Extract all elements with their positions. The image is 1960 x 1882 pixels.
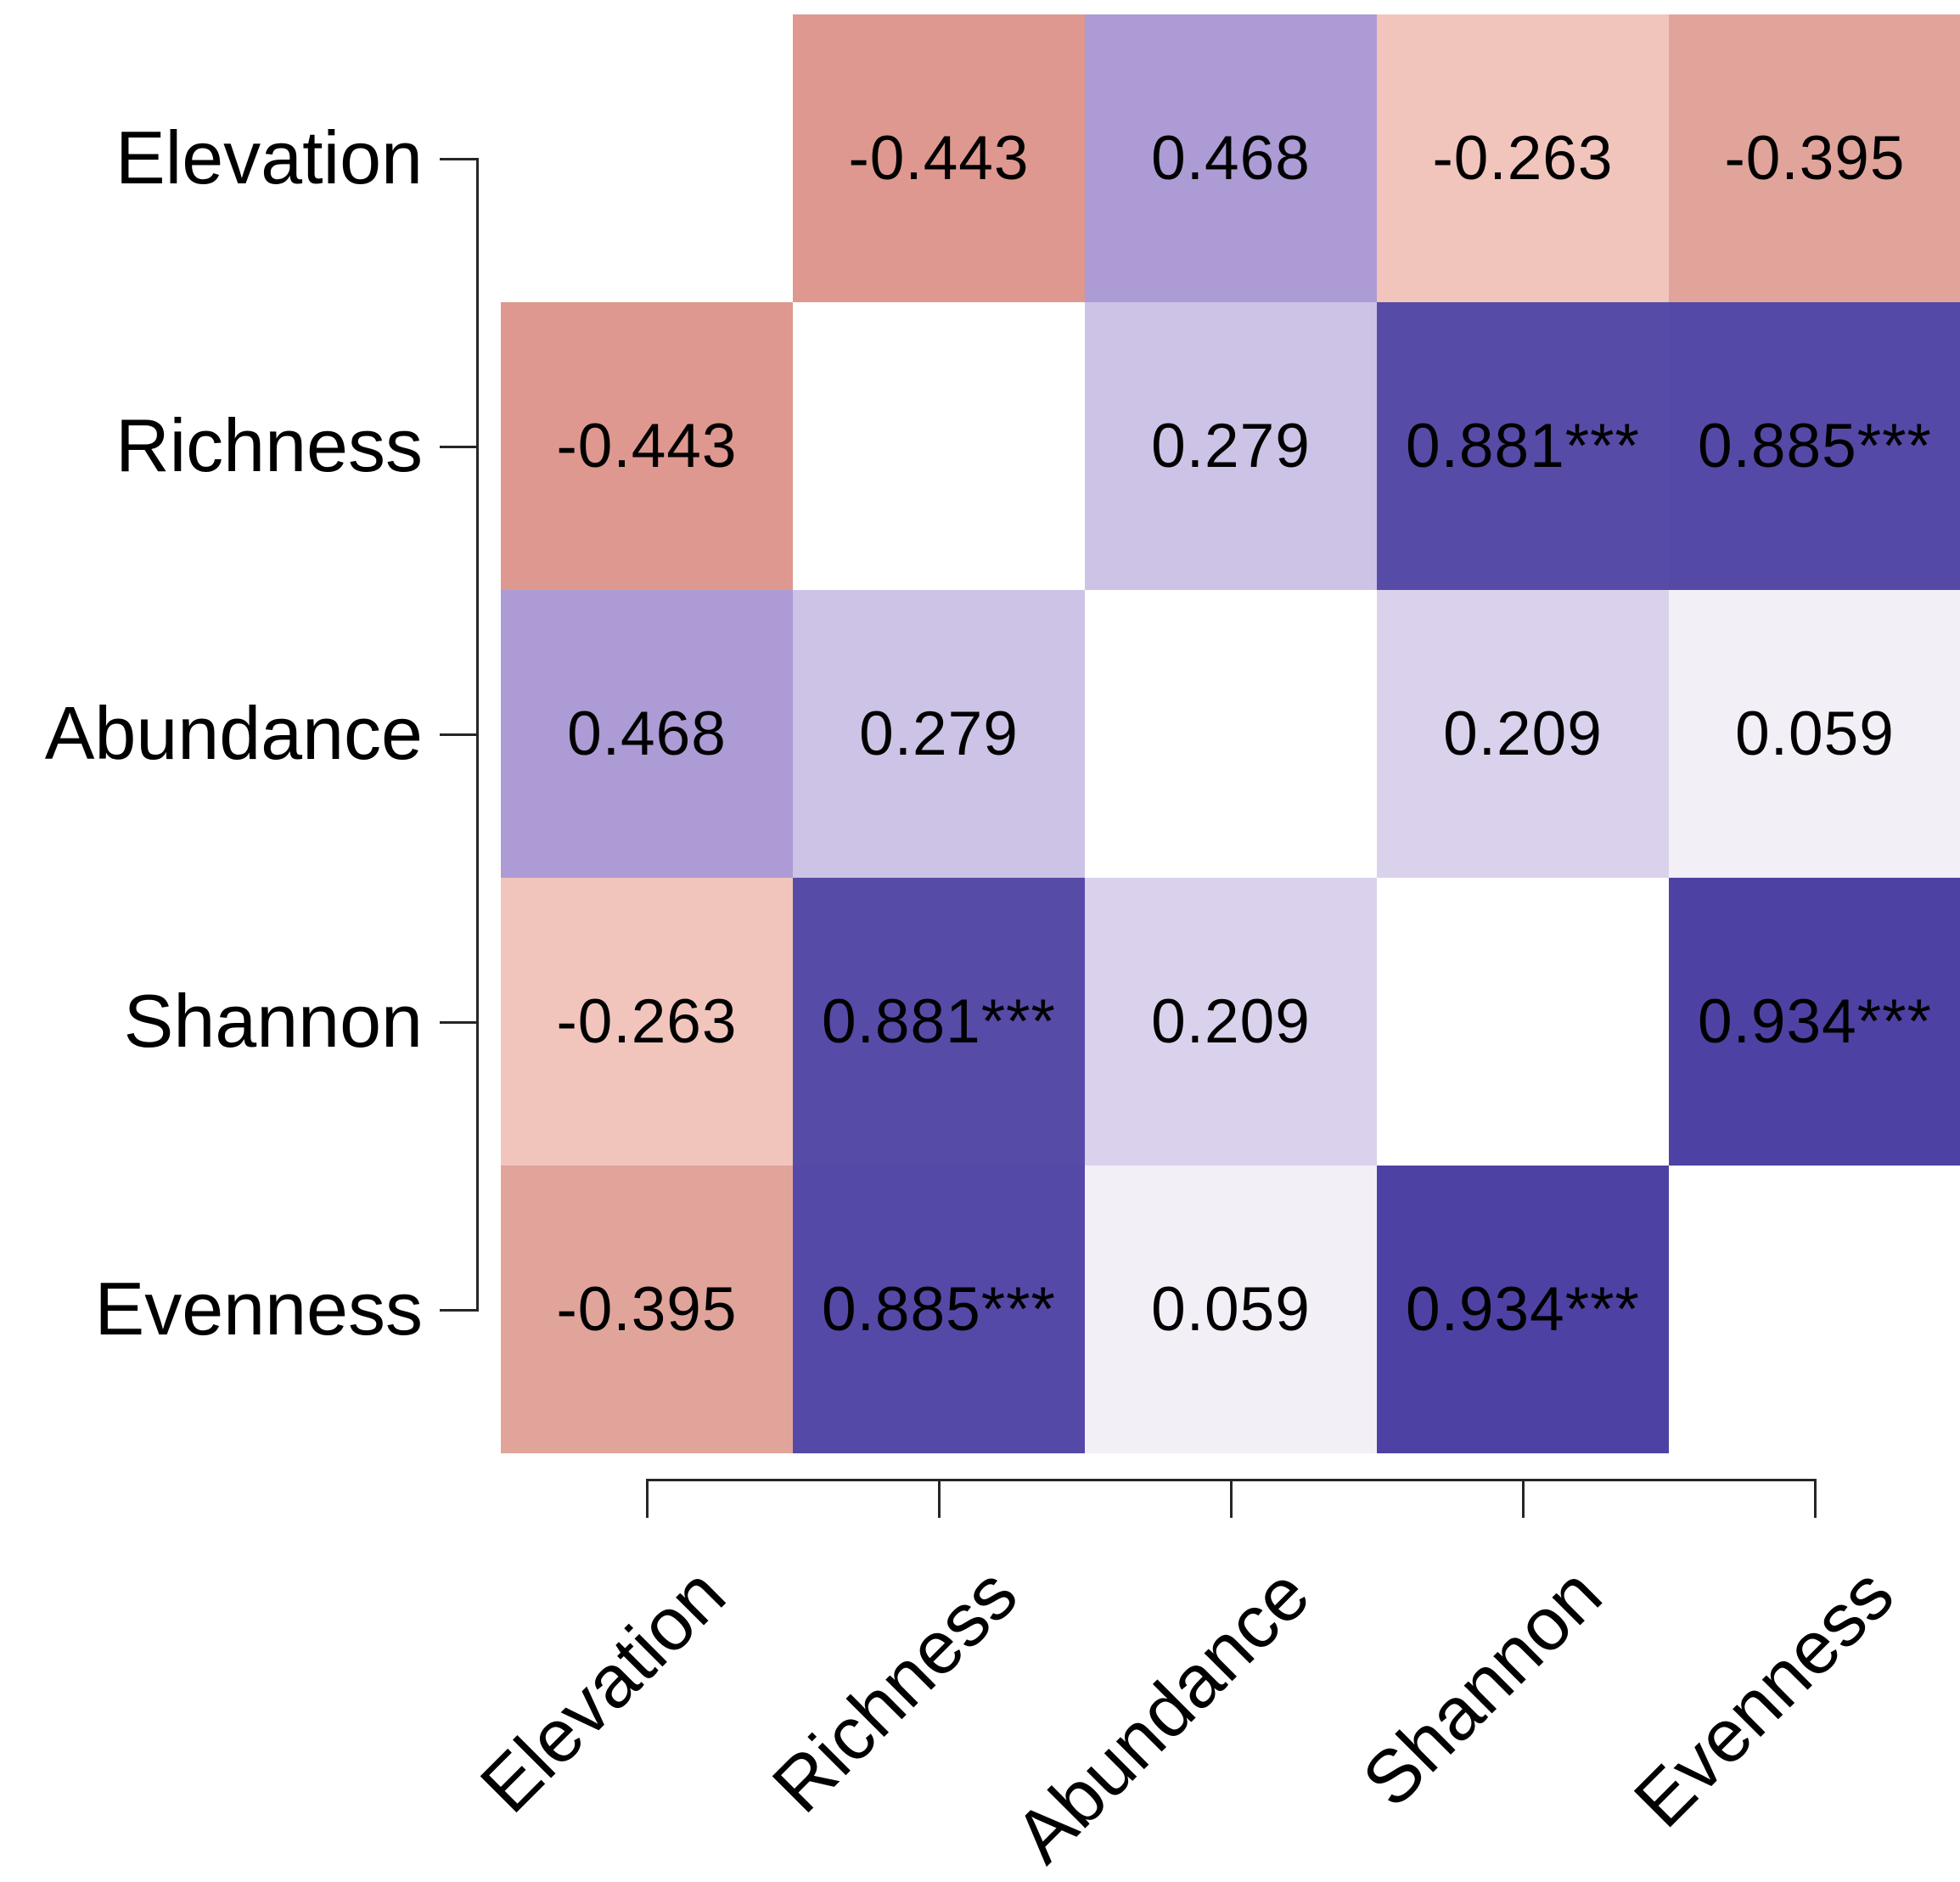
- x-tick: [1230, 1479, 1233, 1518]
- matrix-cell: 0.059: [1669, 590, 1960, 878]
- matrix-cell: -0.263: [501, 878, 793, 1166]
- matrix-cell: -0.443: [501, 302, 793, 590]
- x-label-richness: Richness: [755, 1551, 1033, 1829]
- x-tick: [646, 1479, 649, 1518]
- matrix-cell: -0.395: [501, 1166, 793, 1453]
- x-tick: [1522, 1479, 1525, 1518]
- matrix-cell: 0.209: [1377, 590, 1669, 878]
- matrix-cell: 0.934***: [1669, 878, 1960, 1166]
- matrix-cell: 0.059: [1085, 1166, 1377, 1453]
- matrix-cell: [793, 302, 1085, 590]
- matrix-cell: 0.934***: [1377, 1166, 1669, 1453]
- matrix-cell: [1377, 878, 1669, 1166]
- matrix-cell: 0.279: [1085, 302, 1377, 590]
- x-tick: [938, 1479, 941, 1518]
- x-label-evenness: Evenness: [1617, 1551, 1909, 1844]
- matrix-cell: 0.885***: [793, 1166, 1085, 1453]
- matrix-cell: -0.443: [793, 14, 1085, 302]
- matrix-cell: 0.279: [793, 590, 1085, 878]
- x-label-elevation: Elevation: [463, 1551, 741, 1829]
- matrix-cell: [1669, 1166, 1960, 1453]
- matrix-cell: 0.885***: [1669, 302, 1960, 590]
- y-label-evenness: Evenness: [94, 1267, 423, 1351]
- y-tick: [440, 445, 479, 448]
- y-label-richness: Richness: [115, 403, 423, 487]
- matrix-cell: -0.263: [1377, 14, 1669, 302]
- y-tick: [440, 1020, 479, 1024]
- y-tick: [440, 1308, 479, 1312]
- y-label-abundance: Abundance: [44, 691, 423, 775]
- matrix-cell: -0.395: [1669, 14, 1960, 302]
- matrix-cell: 0.468: [1085, 14, 1377, 302]
- y-tick: [440, 157, 479, 160]
- x-tick: [1814, 1479, 1817, 1518]
- y-label-shannon: Shannon: [123, 979, 423, 1063]
- matrix-cell: [501, 14, 793, 302]
- x-label-shannon: Shannon: [1345, 1551, 1617, 1823]
- y-label-elevation: Elevation: [115, 115, 423, 199]
- matrix-cell: 0.881***: [1377, 302, 1669, 590]
- y-tick: [440, 733, 479, 736]
- matrix-cell: 0.468: [501, 590, 793, 878]
- matrix-cell: [1085, 590, 1377, 878]
- x-label-abundance: Abundance: [997, 1551, 1325, 1879]
- matrix-cell: 0.209: [1085, 878, 1377, 1166]
- matrix-cell: 0.881***: [793, 878, 1085, 1166]
